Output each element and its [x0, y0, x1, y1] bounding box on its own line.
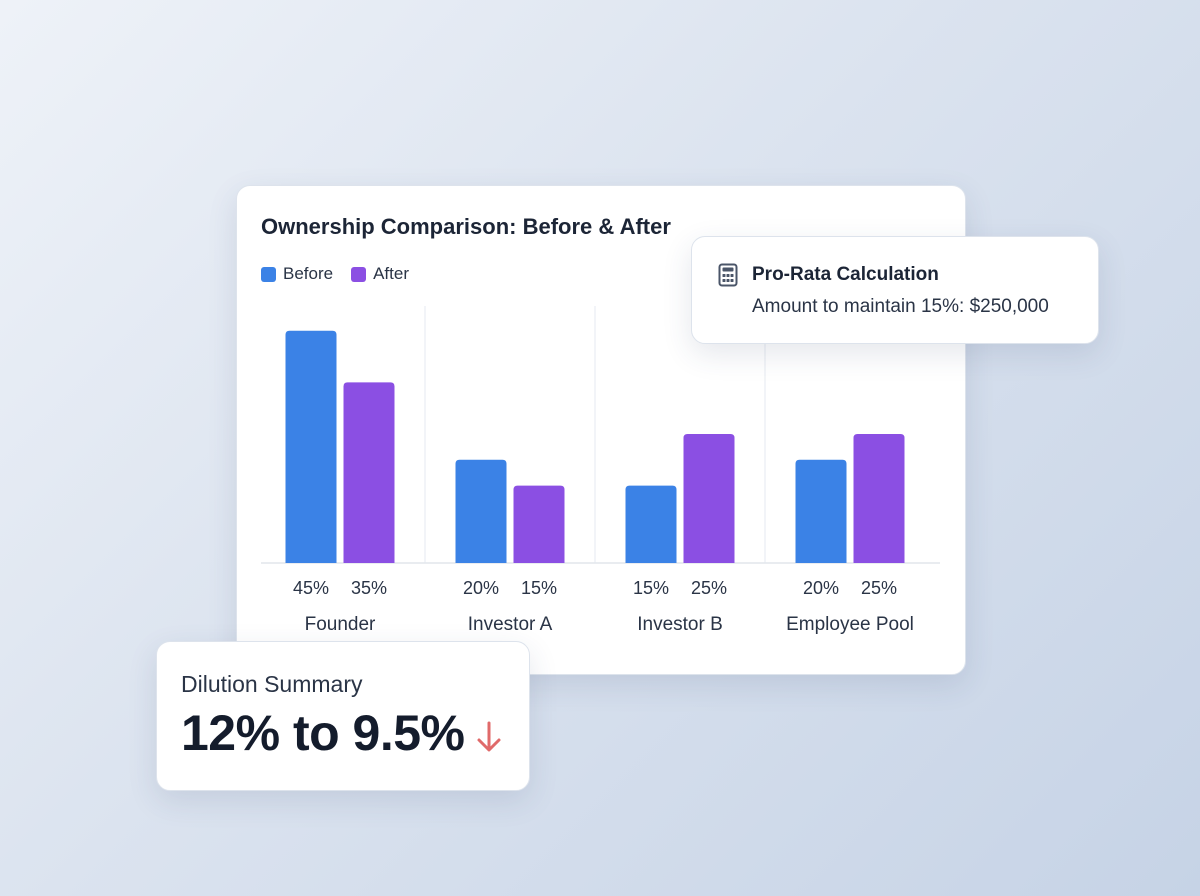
value-label-employee-pool-after: 25%	[861, 578, 897, 598]
legend-item-after: After	[351, 264, 409, 284]
prorata-amount-text: Amount to maintain 15%: $250,000	[752, 296, 1049, 317]
dilution-summary-card: Dilution Summary 12% to 9.5%	[156, 641, 530, 791]
down-arrow-icon	[477, 721, 501, 752]
bar-employee-pool-before	[795, 459, 847, 563]
value-label-employee-pool-before: 20%	[803, 578, 839, 598]
value-label-founder-before: 45%	[293, 578, 329, 598]
bar-investor-b-after	[683, 434, 735, 563]
value-label-investor-a-after: 15%	[521, 578, 557, 598]
legend-label-after: After	[373, 264, 409, 283]
calculator-icon	[718, 263, 738, 287]
category-label-investor-a: Investor A	[468, 614, 553, 635]
bar-founder-after	[343, 382, 395, 563]
bar-investor-b-before	[625, 485, 677, 563]
value-label-investor-b-after: 25%	[691, 578, 727, 598]
bar-investor-a-before	[455, 459, 507, 563]
category-label-investor-b: Investor B	[637, 614, 723, 635]
dilution-label: Dilution Summary	[181, 671, 363, 697]
prorata-title: Pro-Rata Calculation	[752, 264, 939, 285]
dilution-value: 12% to 9.5%	[181, 705, 465, 761]
bar-chart: 45% 35% Founder 20% 15% Investor A 15% 25% Inves…	[261, 306, 940, 635]
value-label-investor-a-before: 20%	[463, 578, 499, 598]
prorata-card: Pro-Rata Calculation Amount to maintain …	[691, 236, 1099, 344]
bar-investor-a-after	[513, 485, 565, 563]
legend-swatch-before	[261, 266, 276, 282]
value-label-founder-after: 35%	[351, 578, 387, 598]
legend-item-before: Before	[261, 264, 333, 284]
chart-title: Ownership Comparison: Before & After	[261, 214, 671, 239]
value-label-investor-b-before: 15%	[633, 578, 669, 598]
category-label-founder: Founder	[305, 614, 376, 635]
bar-founder-before	[285, 330, 337, 563]
legend-label-before: Before	[283, 264, 334, 283]
chart-legend: Before After	[261, 264, 409, 284]
legend-swatch-after	[351, 266, 367, 282]
category-label-employee-pool: Employee Pool	[786, 614, 914, 635]
bar-employee-pool-after	[853, 434, 905, 563]
